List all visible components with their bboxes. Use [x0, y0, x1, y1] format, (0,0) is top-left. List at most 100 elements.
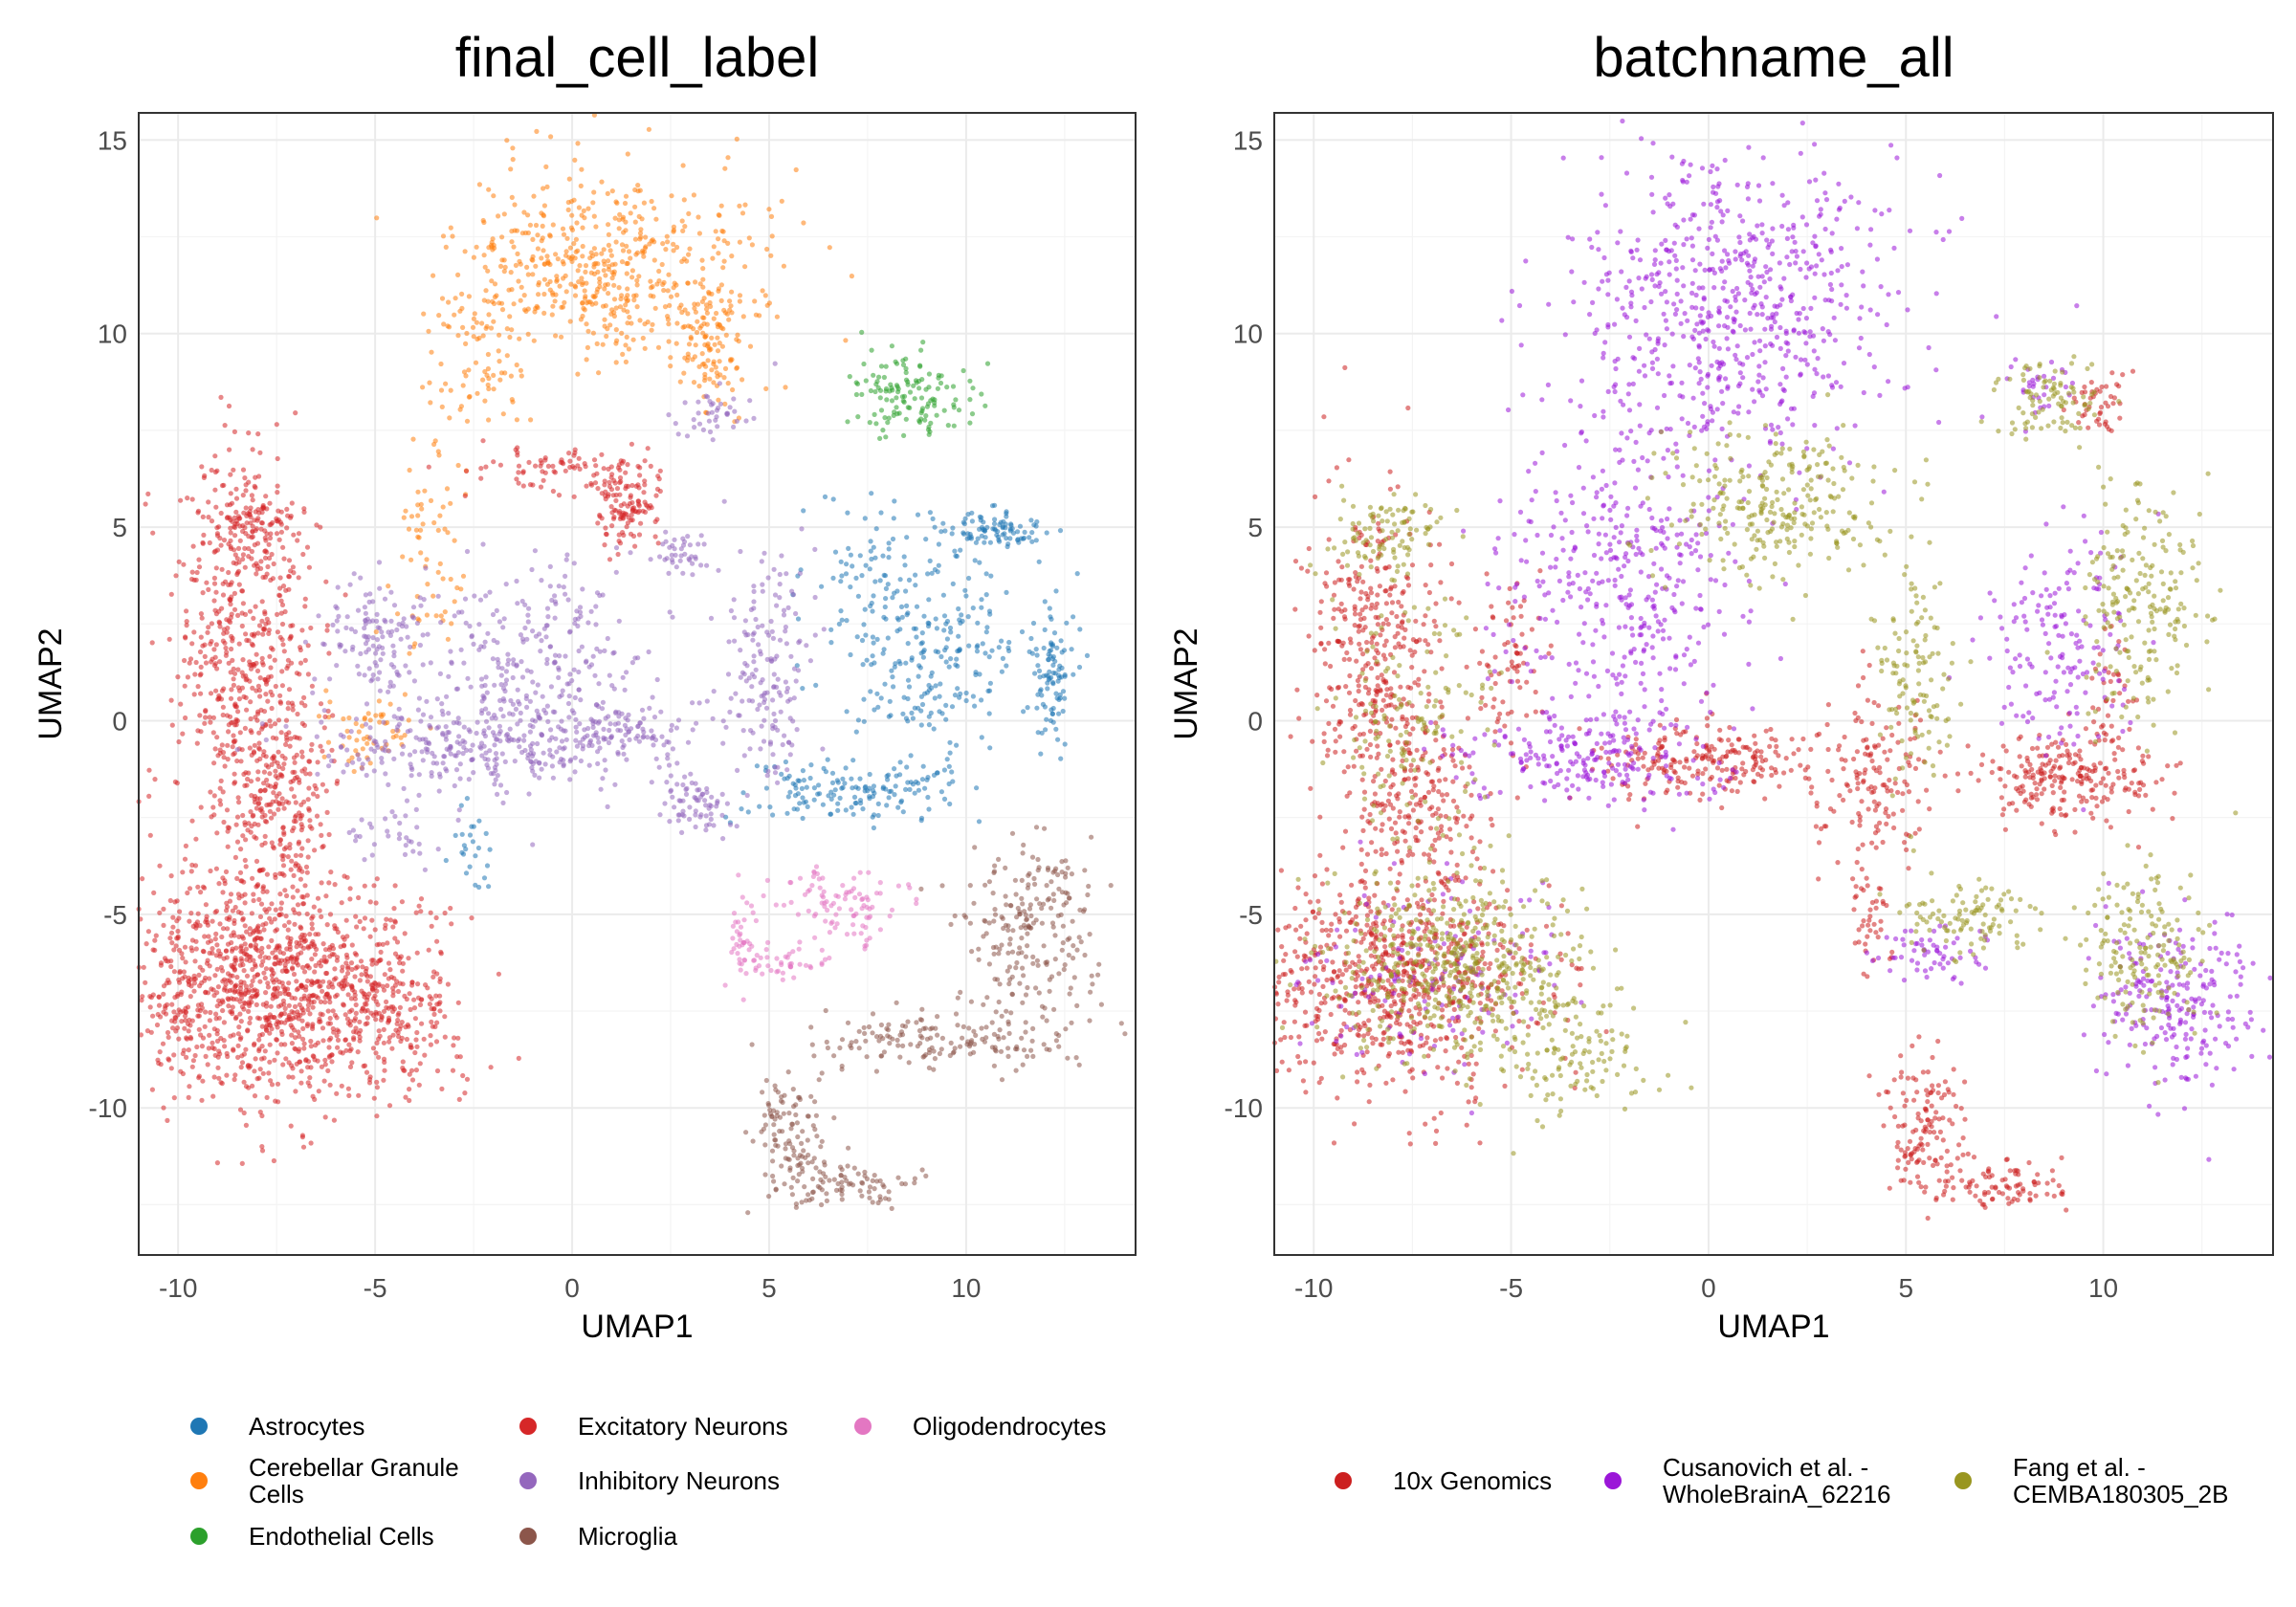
data-point [948, 629, 954, 635]
data-point [278, 1028, 284, 1034]
data-point [282, 962, 288, 968]
data-point [258, 526, 264, 532]
data-point [301, 1041, 307, 1046]
data-point [602, 648, 607, 654]
data-point [378, 712, 384, 717]
data-point [220, 638, 226, 644]
data-point [922, 785, 928, 791]
data-point [670, 614, 675, 620]
data-point [483, 706, 489, 712]
data-point [220, 1007, 226, 1014]
data-point [540, 223, 545, 229]
data-point [243, 1046, 249, 1052]
data-point [175, 674, 181, 680]
data-point [527, 729, 534, 735]
data-point [471, 254, 476, 260]
data-point [257, 914, 264, 920]
data-point [629, 275, 635, 280]
data-point [816, 782, 822, 788]
data-point [502, 759, 508, 765]
data-point [483, 593, 489, 599]
data-point [486, 417, 492, 423]
data-point [239, 588, 245, 594]
data-point [138, 1032, 144, 1038]
data-point [286, 687, 293, 693]
data-point [970, 605, 976, 611]
data-point [232, 988, 238, 994]
data-point [905, 405, 911, 410]
data-point [573, 716, 579, 722]
data-point [438, 387, 445, 393]
data-point [721, 307, 727, 313]
data-point [983, 629, 989, 635]
data-point [764, 773, 770, 779]
data-point [369, 917, 375, 923]
data-point [484, 762, 490, 768]
data-point [563, 737, 569, 742]
data-point [463, 341, 469, 346]
data-point [720, 836, 726, 842]
data-point [315, 895, 321, 901]
data-point [277, 693, 283, 698]
data-point [573, 724, 579, 730]
data-point [943, 659, 949, 665]
data-point [241, 1051, 247, 1057]
data-point [909, 657, 915, 663]
data-point [180, 956, 186, 961]
data-point [930, 516, 936, 522]
data-point [420, 662, 426, 668]
data-point [232, 521, 238, 527]
data-point [498, 300, 505, 306]
data-point [861, 361, 867, 367]
data-point [604, 532, 609, 538]
data-point [261, 627, 267, 632]
data-point [158, 1062, 164, 1068]
data-point [499, 307, 506, 313]
data-point [413, 1068, 419, 1073]
data-point [604, 333, 609, 340]
data-point [242, 892, 248, 897]
data-point [516, 470, 521, 475]
data-point [763, 385, 769, 391]
data-point [1046, 651, 1051, 657]
data-point [650, 694, 655, 700]
data-point [973, 670, 979, 675]
data-point [455, 1000, 461, 1005]
data-point [358, 650, 364, 657]
data-point [275, 483, 280, 489]
data-point [454, 584, 460, 591]
data-point [297, 777, 302, 782]
data-point [958, 547, 963, 553]
data-point [585, 328, 591, 334]
data-point [460, 324, 466, 330]
data-point [872, 707, 877, 713]
data-point [775, 727, 781, 733]
data-point [758, 746, 763, 752]
data-point [448, 387, 453, 393]
data-point [361, 736, 366, 742]
data-point [362, 605, 367, 610]
data-point [686, 210, 692, 216]
data-point [1046, 656, 1051, 663]
data-point [156, 1002, 163, 1008]
data-point [784, 641, 790, 647]
data-point [775, 676, 781, 682]
data-point [372, 927, 378, 933]
data-point [442, 526, 448, 532]
data-point [299, 627, 305, 633]
data-point [441, 754, 447, 759]
data-point [720, 265, 726, 271]
data-point [320, 1012, 325, 1018]
data-point [982, 403, 988, 408]
data-point [509, 229, 515, 234]
data-point [956, 633, 961, 639]
data-point [683, 791, 690, 798]
data-point [693, 808, 698, 814]
data-point [334, 618, 340, 624]
data-point [609, 523, 615, 529]
data-point [842, 781, 848, 786]
data-point [206, 586, 211, 593]
data-point [936, 372, 941, 378]
data-point [730, 386, 736, 393]
data-point [729, 289, 735, 295]
